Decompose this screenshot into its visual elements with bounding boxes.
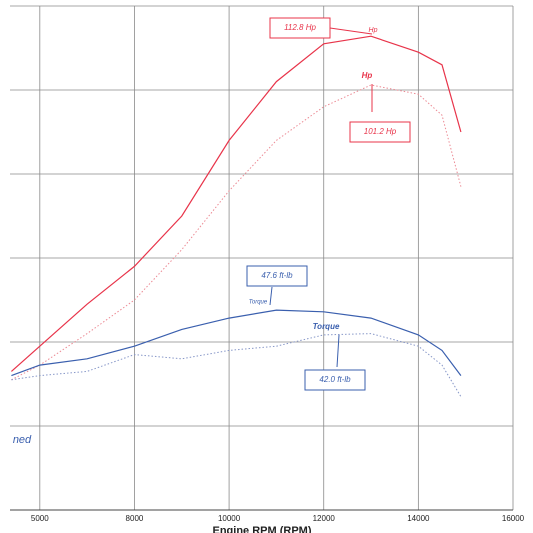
annotation: Torque — [249, 300, 268, 306]
data-line — [11, 333, 462, 397]
data-line — [11, 309, 462, 377]
annotation: Hp — [369, 27, 378, 34]
x-tick-label: 12000 — [313, 514, 336, 523]
annotation: ned — [13, 434, 32, 446]
annotation-box — [349, 121, 411, 143]
annotation-box — [304, 369, 366, 391]
annotation-arrow — [329, 27, 373, 35]
annotation: 42.0 ft-lb — [319, 375, 351, 384]
data-line — [11, 84, 462, 381]
annotation-arrow — [336, 334, 340, 368]
x-tick-label: 10000 — [218, 514, 241, 523]
annotation-box — [246, 265, 308, 287]
x-tick-label: 14000 — [407, 514, 430, 523]
data-line — [11, 35, 462, 372]
annotation: Hp — [362, 71, 373, 80]
annotation: 47.6 ft-lb — [261, 271, 293, 280]
x-tick-label: 8000 — [126, 514, 144, 523]
annotation: Torque — [313, 322, 340, 331]
x-tick-label: 5000 — [31, 514, 49, 523]
x-tick-label: 16000 — [502, 514, 525, 523]
x-axis-label: Engine RPM (RPM) — [213, 525, 312, 533]
annotation: 112.8 Hp — [284, 23, 316, 32]
annotation-arrow — [269, 286, 273, 306]
annotation: 101.2 Hp — [364, 127, 397, 136]
